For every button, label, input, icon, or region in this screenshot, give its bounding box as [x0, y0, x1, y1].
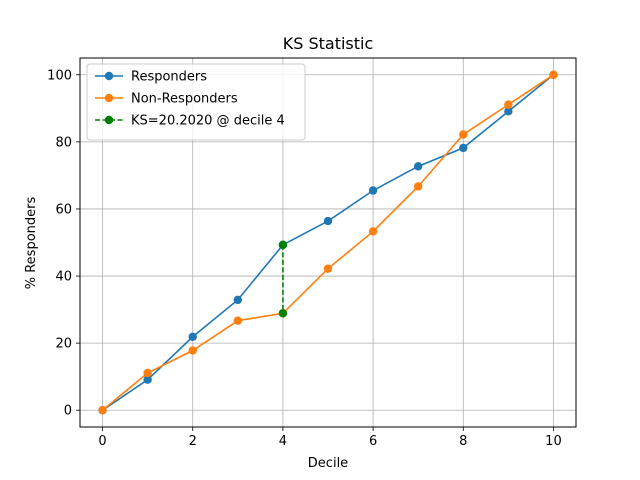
plot-frame — [79, 57, 577, 428]
data-point — [233, 295, 243, 305]
legend-label: Responders — [131, 70, 207, 85]
data-point — [549, 70, 558, 79]
data-point — [323, 264, 333, 273]
data-point — [504, 107, 513, 116]
x-tick-label: 8 — [459, 434, 467, 449]
y-tick-label: 80 — [55, 135, 72, 150]
legend-label: Non-Responders — [131, 92, 238, 107]
x-tick-label: 2 — [189, 434, 197, 449]
x-tick-label: 6 — [369, 434, 377, 449]
y-axis-label: % Responders — [24, 197, 39, 290]
data-point — [368, 227, 378, 236]
legend-marker — [104, 93, 114, 103]
legend-label: KS=20.2020 @ decile 4 — [131, 114, 285, 129]
data-point — [459, 130, 468, 139]
legend: Responders Non-Responders KS=20.2020 @ dec… — [86, 63, 306, 141]
data-point — [504, 100, 513, 109]
legend-marker — [104, 115, 114, 125]
data-point — [278, 240, 288, 250]
data-point — [368, 186, 378, 195]
x-tick-label: 0 — [98, 434, 106, 449]
data-point — [188, 346, 197, 355]
chart-title: KS Statistic — [283, 34, 374, 53]
x-tick-label: 4 — [279, 434, 287, 449]
data-point — [188, 332, 197, 341]
series-2 — [98, 70, 558, 415]
data-point — [278, 309, 288, 318]
y-tick-label: 20 — [55, 337, 72, 352]
y-tick-label: 100 — [47, 68, 72, 83]
x-tick-label: 10 — [545, 434, 562, 449]
data-point — [459, 143, 468, 153]
data-point — [143, 368, 152, 378]
plot-series — [98, 70, 558, 415]
legend-entry: KS=20.2020 @ decile 4 — [95, 114, 285, 129]
data-point — [413, 182, 423, 191]
data-point — [143, 375, 152, 384]
legend-marker — [104, 71, 114, 81]
data-point — [413, 162, 423, 171]
x-axis-label: Decile — [308, 456, 348, 471]
series-3 — [278, 240, 288, 318]
legend-entry: Non-Responders — [95, 92, 238, 107]
data-point — [323, 216, 333, 226]
data-point — [233, 316, 243, 325]
data-point — [98, 406, 107, 415]
legend-entry: Responders — [95, 70, 207, 85]
y-tick-label: 0 — [64, 404, 72, 419]
legend-box — [86, 63, 306, 141]
y-tick-label: 60 — [55, 202, 72, 217]
y-tick-label: 40 — [55, 270, 72, 285]
